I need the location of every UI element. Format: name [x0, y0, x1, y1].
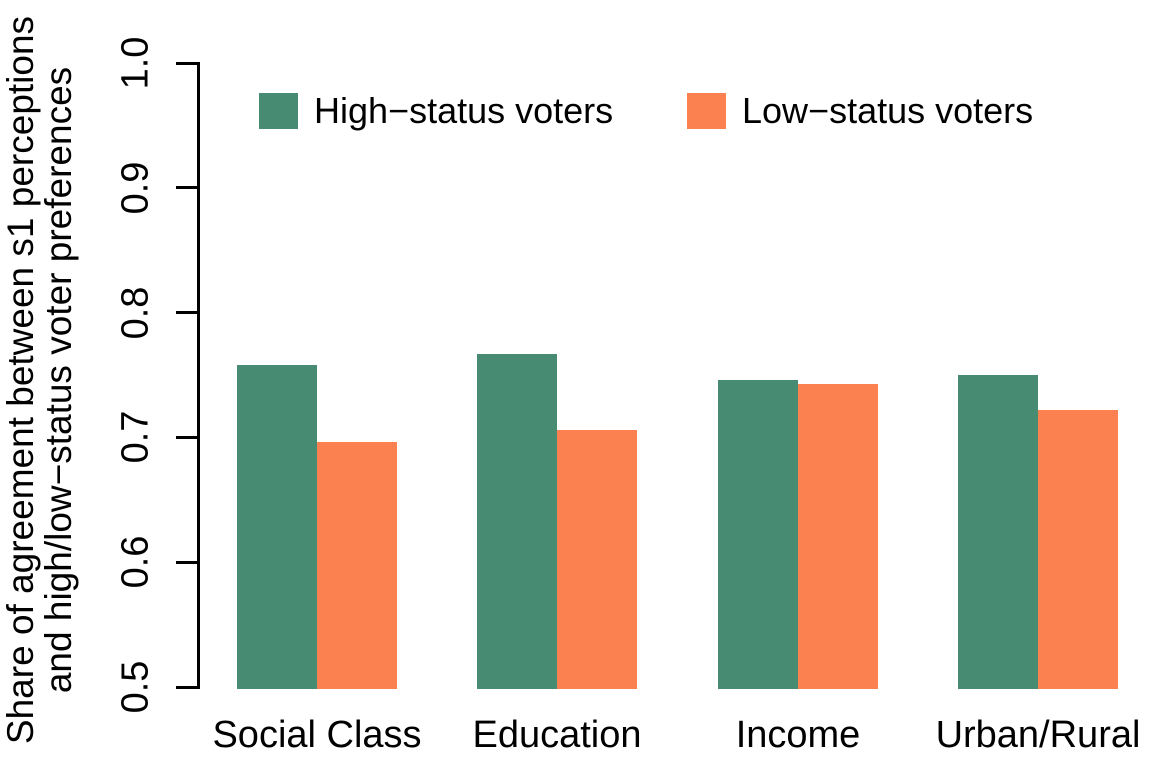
legend-label-high-status: High−status voters: [314, 90, 614, 131]
legend-item-low-status: Low−status voters: [687, 90, 1034, 131]
bar-high-status-voters-urban-rural: [958, 375, 1038, 689]
legend-item-high-status: High−status voters: [259, 90, 614, 131]
y-axis-title-line-1: Share of agreement between s1 perception…: [0, 15, 41, 745]
legend-label-low-status: Low−status voters: [742, 90, 1034, 131]
bar-low-status-voters-social-class: [317, 442, 397, 689]
y-tick: [176, 435, 200, 439]
y-tick: [176, 560, 200, 564]
y-tick-label: 0.9: [114, 161, 157, 215]
y-tick-label: 1.0: [114, 36, 157, 90]
y-axis-title-line-2: and high/low−status voter preferences: [38, 66, 79, 694]
y-tick-label: 0.7: [114, 410, 157, 464]
y-axis-line: [197, 62, 200, 689]
y-tick-label: 0.6: [114, 535, 157, 589]
legend-swatch-low-status: [687, 93, 726, 129]
legend-swatch-high-status: [259, 93, 298, 129]
x-category-label-urban-rural: Urban/Rural: [935, 714, 1141, 756]
y-tick: [176, 186, 200, 190]
y-tick: [176, 61, 200, 65]
bar-high-status-voters-education: [477, 354, 557, 689]
y-tick-label: 0.5: [114, 660, 157, 714]
bar-high-status-voters-social-class: [237, 365, 317, 689]
x-category-label-income: Income: [735, 714, 861, 756]
y-tick: [176, 685, 200, 689]
x-category-label-education: Education: [472, 714, 642, 756]
y-tick-label: 0.8: [114, 286, 157, 340]
bar-low-status-voters-income: [798, 384, 878, 689]
bar-high-status-voters-income: [718, 380, 798, 689]
bar-low-status-voters-urban-rural: [1038, 410, 1118, 689]
bar-low-status-voters-education: [557, 430, 637, 689]
y-tick: [176, 311, 200, 315]
x-category-label-social-class: Social Class: [212, 714, 422, 756]
